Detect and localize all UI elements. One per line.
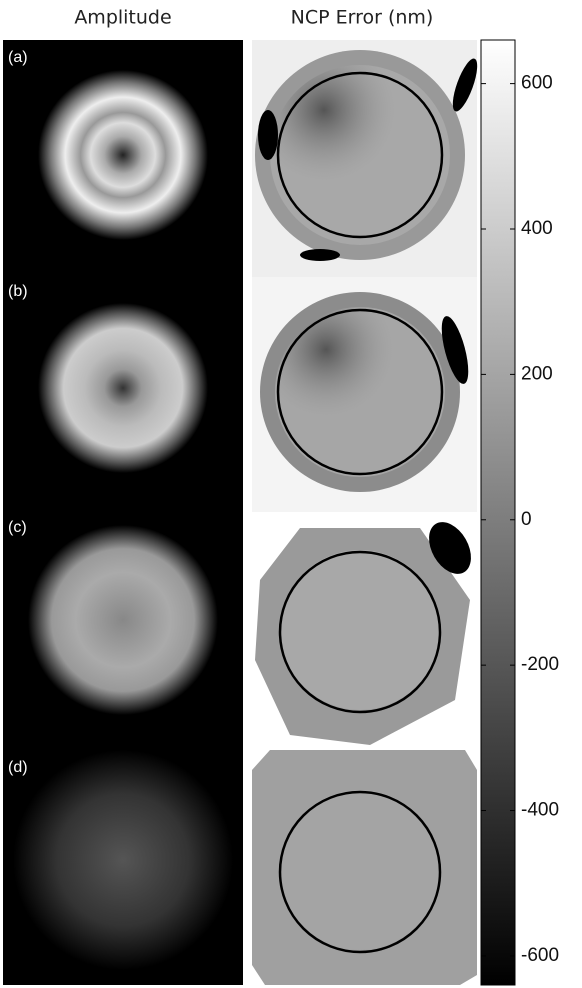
colorbar-tick-label: 400 <box>521 218 553 239</box>
column-title: Amplitude <box>74 7 171 29</box>
column-title: NCP Error (nm) <box>291 7 434 29</box>
panel-label: (d) <box>8 759 28 776</box>
panel-label: (b) <box>8 283 28 300</box>
colorbar-tick-label: -400 <box>521 800 559 821</box>
colorbar <box>480 39 516 986</box>
colorbar-tick-label: -600 <box>521 945 559 966</box>
amplitude-column <box>3 40 243 985</box>
ncp-column <box>252 40 478 985</box>
colorbar-tick-label: -200 <box>521 654 559 675</box>
panel-label: (a) <box>8 49 28 66</box>
colorbar-tick-label: 0 <box>521 509 532 530</box>
colorbar-tick-label: 200 <box>521 363 553 384</box>
panel-label: (c) <box>8 519 27 536</box>
colorbar-tick-label: 600 <box>521 73 553 94</box>
